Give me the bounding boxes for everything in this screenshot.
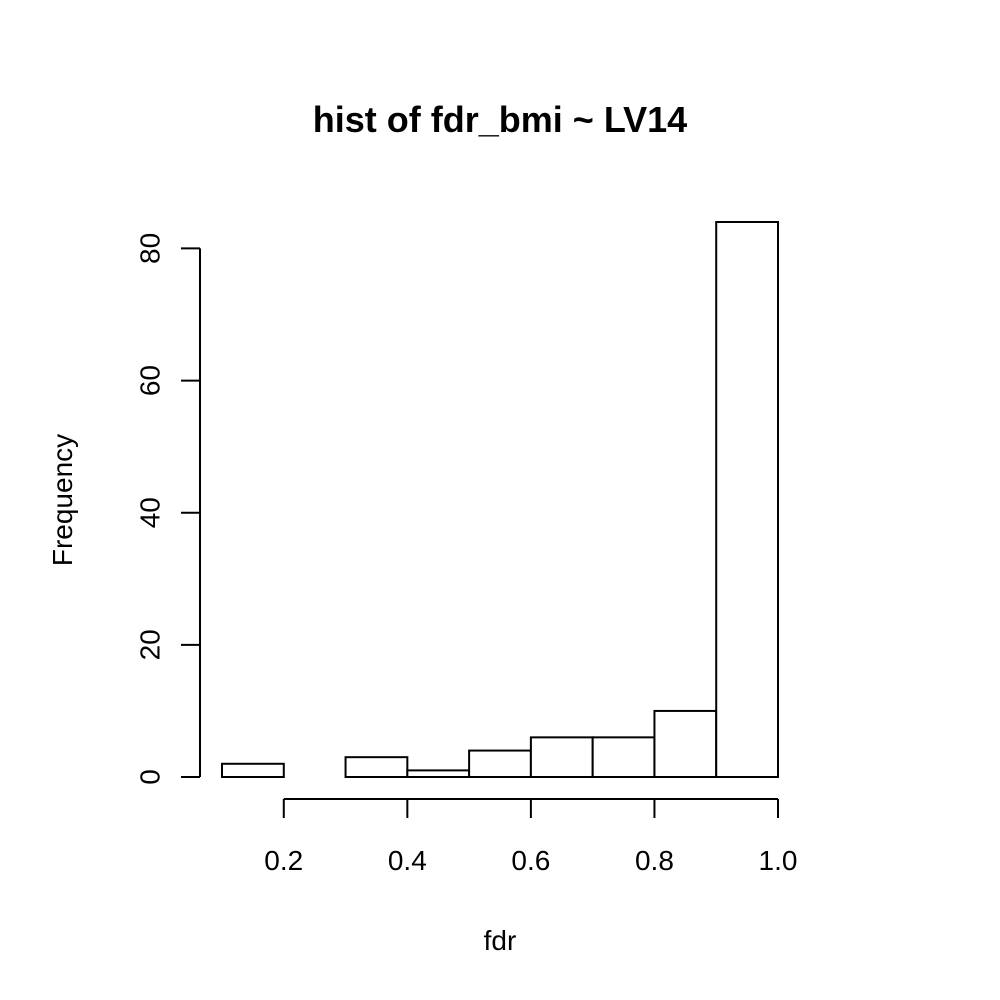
bar-6 xyxy=(591,736,656,778)
y-tick-label-2: 40 xyxy=(135,497,166,528)
x-tick-label-3: 0.8 xyxy=(635,845,674,876)
bar-2 xyxy=(344,756,409,779)
x-tick-label-2: 0.6 xyxy=(511,845,550,876)
bar-0 xyxy=(221,762,285,778)
y-axis: 0 20 40 60 80 xyxy=(135,233,201,785)
bar-7 xyxy=(653,709,718,779)
bar-5 xyxy=(529,736,594,778)
bar-8 xyxy=(715,221,780,778)
y-tick-label-1: 20 xyxy=(135,629,166,660)
chart-title: hist of fdr_bmi ~ LV14 xyxy=(313,99,687,140)
x-axis: 0.2 0.4 0.6 0.8 1.0 xyxy=(264,798,798,876)
bar-3 xyxy=(406,769,471,779)
x-tick-label-0: 0.2 xyxy=(264,845,303,876)
bar-4 xyxy=(468,749,532,778)
x-axis-label: fdr xyxy=(484,925,517,956)
y-tick-label-4: 80 xyxy=(135,233,166,264)
bars-group xyxy=(221,221,780,779)
y-tick-label-3: 60 xyxy=(135,365,166,396)
x-tick-label-4: 1.0 xyxy=(759,845,798,876)
x-tick-label-1: 0.4 xyxy=(388,845,427,876)
y-tick-label-0: 0 xyxy=(135,769,166,785)
y-axis-label: Frequency xyxy=(47,434,78,566)
